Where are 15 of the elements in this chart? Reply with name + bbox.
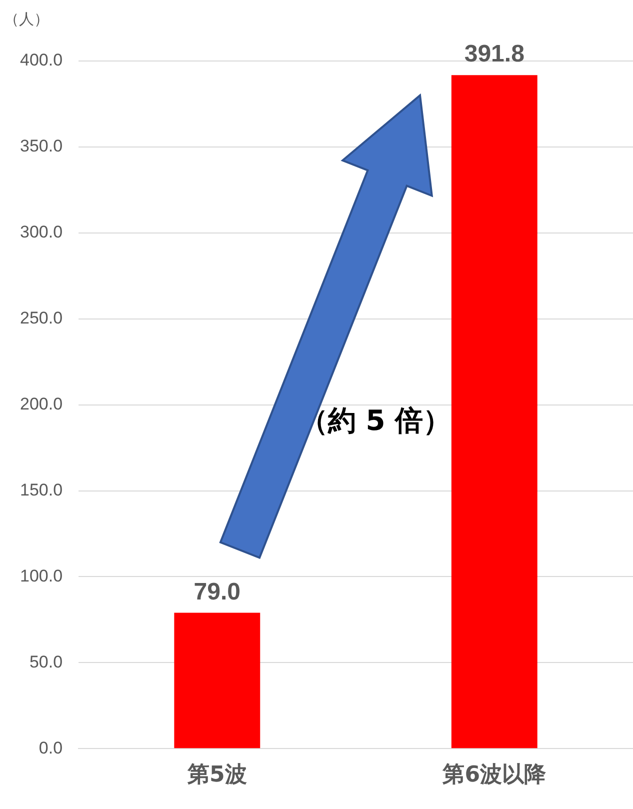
x-tick-label: 第5波: [186, 762, 247, 788]
y-tick-label: 300.0: [20, 222, 63, 242]
data-label: 79.0: [194, 578, 241, 606]
y-tick-label: 400.0: [20, 50, 63, 70]
y-tick-label: 250.0: [20, 308, 63, 328]
data-label: 391.8: [464, 40, 524, 68]
y-tick-label: 50.0: [29, 652, 63, 672]
y-tick-label: 150.0: [20, 480, 63, 500]
annotation: （約 5 倍）: [300, 403, 451, 439]
x-tick-label: 第6波以降: [442, 762, 548, 788]
y-tick-label: 0.0: [38, 738, 63, 758]
y-tick-label: 100.0: [20, 566, 63, 586]
y-axis-title: （人）: [4, 10, 49, 28]
y-tick-label: 350.0: [20, 136, 63, 156]
y-tick-label: 200.0: [20, 394, 63, 414]
